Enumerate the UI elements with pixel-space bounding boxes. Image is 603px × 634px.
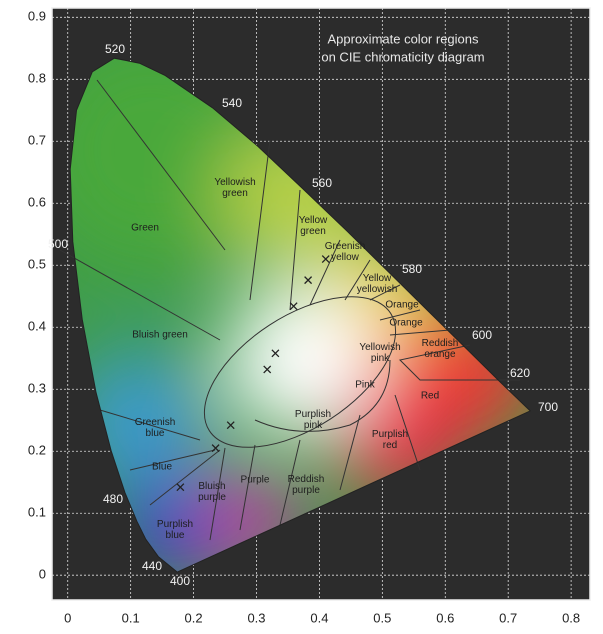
region-label: Purplish — [157, 519, 193, 530]
x-tick-label: 0.6 — [436, 610, 454, 625]
wavelength-label: 700 — [538, 400, 558, 414]
point — [289, 302, 298, 311]
region-label: Orange — [385, 300, 419, 311]
region-label: Yellowish — [359, 342, 400, 353]
point — [304, 276, 313, 285]
wavelength-label: 400 — [170, 574, 190, 588]
region-label: green — [300, 226, 326, 237]
region-label: Purplish — [372, 429, 408, 440]
point — [263, 365, 272, 374]
region-label: yellowish — [357, 284, 398, 295]
y-tick-label: 0.1 — [28, 505, 46, 520]
y-tick-label: 0.9 — [28, 9, 46, 24]
region-label: Reddish — [288, 474, 325, 485]
region-label: orange — [424, 349, 456, 360]
region-label: Bluish green — [132, 330, 188, 341]
x-tick-label: 0.3 — [247, 610, 265, 625]
region-label: pink — [304, 420, 323, 431]
region-label: purple — [292, 485, 320, 496]
wavelength-label: 620 — [510, 366, 530, 380]
region-label: Reddish — [422, 338, 459, 349]
x-tick-label: 0.8 — [562, 610, 580, 625]
region-label: Greenish — [135, 417, 176, 428]
x-tick-label: 0.5 — [373, 610, 391, 625]
y-tick-label: 0 — [39, 567, 46, 582]
region-label: Yellowish — [214, 177, 255, 188]
region-label: Yellow — [363, 273, 392, 284]
y-tick-label: 0.5 — [28, 257, 46, 272]
y-tick-label: 0.3 — [28, 381, 46, 396]
wavelength-label: 560 — [312, 176, 332, 190]
x-tick-label: 0.2 — [185, 610, 203, 625]
region-label: Greenish — [325, 241, 366, 252]
region-label: blue — [166, 530, 185, 541]
y-tick-label: 0.8 — [28, 71, 46, 86]
region-label: Orange — [389, 318, 423, 329]
region-label: Yellow — [299, 215, 328, 226]
point — [176, 483, 185, 492]
region-label: pink — [371, 353, 390, 364]
region-label: Green — [131, 223, 159, 234]
wavelength-label: 480 — [103, 492, 123, 506]
x-tick-label: 0.1 — [122, 610, 140, 625]
region-label: red — [383, 440, 397, 451]
x-tick-label: 0.7 — [499, 610, 517, 625]
wavelength-label: 440 — [142, 559, 162, 573]
x-tick-label: 0.4 — [310, 610, 328, 625]
region-label: Pink — [355, 380, 375, 391]
region-boundaries — [59, 79, 520, 541]
x-tick-label: 0 — [64, 610, 71, 625]
wavelength-label: 520 — [105, 42, 125, 56]
wavelength-label: 580 — [402, 262, 422, 276]
region-label: Blue — [152, 462, 172, 473]
region-label: Purple — [241, 475, 270, 486]
y-tick-label: 0.7 — [28, 133, 46, 148]
region-label: yellow — [331, 252, 360, 263]
region-label: Red — [421, 391, 439, 402]
spectral-locus — [69, 57, 532, 573]
wavelength-label: 500 — [48, 237, 68, 251]
point — [211, 444, 220, 453]
chart-title: on CIE chromaticity diagram — [321, 49, 484, 64]
y-tick-label: 0.4 — [28, 319, 46, 334]
wavelength-label: 540 — [222, 96, 242, 110]
region-label: green — [222, 188, 248, 199]
region-label: blue — [146, 428, 165, 439]
point — [321, 255, 330, 264]
chart-title: Approximate color regions — [327, 31, 479, 46]
wavelength-label: 600 — [472, 328, 492, 342]
point — [271, 349, 280, 358]
y-tick-label: 0.2 — [28, 443, 46, 458]
point — [226, 421, 235, 430]
region-label: purple — [198, 492, 226, 503]
region-label: Bluish — [198, 481, 225, 492]
y-tick-label: 0.6 — [28, 195, 46, 210]
region-label: Purplish — [295, 409, 331, 420]
